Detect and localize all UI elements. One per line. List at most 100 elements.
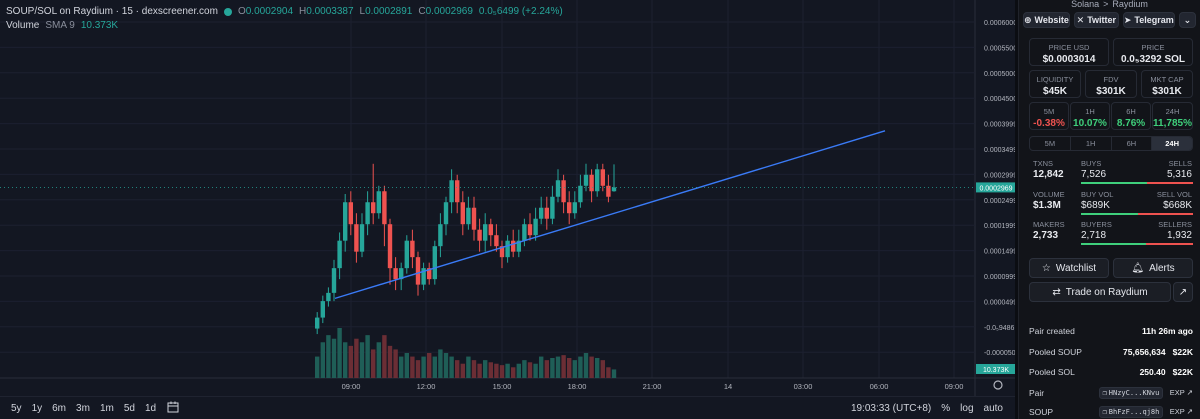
candle-body bbox=[583, 174, 589, 186]
tf-6m[interactable]: 6m bbox=[52, 402, 67, 414]
current-price-tag: 0.0002969 bbox=[979, 185, 1012, 192]
volume-bar bbox=[320, 342, 325, 378]
change-1h-box[interactable]: 1H 10.07% bbox=[1070, 102, 1110, 130]
volume-bar bbox=[522, 360, 527, 378]
volume-bar bbox=[572, 360, 577, 378]
watchlist-button[interactable]: ☆ Watchlist bbox=[1029, 258, 1109, 278]
candle-body bbox=[382, 191, 387, 225]
external-trade-button[interactable]: ↗ bbox=[1173, 282, 1193, 302]
volume-bar bbox=[488, 362, 493, 378]
volume-tag-bg bbox=[976, 364, 1015, 374]
token-address-chip[interactable]: ❐ BhFzF...qj8h bbox=[1098, 406, 1164, 418]
change-1h-value: 10.07% bbox=[1073, 118, 1107, 129]
volume-bar bbox=[449, 356, 454, 378]
chevron-down-icon: ⌄ bbox=[1183, 14, 1192, 25]
candle-body bbox=[611, 187, 617, 192]
volume-bar bbox=[567, 358, 572, 378]
candle-body bbox=[438, 224, 443, 247]
axis-settings-icon[interactable] bbox=[993, 380, 1003, 390]
price-usd-box: PRICE USD $0.0003014 bbox=[1029, 38, 1109, 66]
candle-body bbox=[466, 207, 471, 225]
volume-bar bbox=[399, 356, 404, 378]
tf-1y[interactable]: 1y bbox=[31, 402, 43, 414]
pair-explorer-link[interactable]: EXP ↗ bbox=[1170, 388, 1193, 397]
candle-body bbox=[432, 246, 437, 280]
log-toggle[interactable]: log bbox=[960, 403, 974, 414]
tab-24h[interactable]: 24H bbox=[1152, 137, 1192, 150]
price-tick-label: 0.0000499 bbox=[984, 299, 1015, 306]
volume-bar bbox=[326, 335, 331, 378]
volume-bar bbox=[343, 342, 348, 378]
auto-toggle[interactable]: auto bbox=[983, 403, 1003, 414]
candle-body bbox=[471, 207, 477, 230]
time-tick-label: 14 bbox=[724, 382, 732, 391]
open-value: 0.0002904 bbox=[245, 6, 294, 17]
volume-bar bbox=[348, 345, 353, 378]
dex-link[interactable]: Raydium bbox=[1112, 0, 1148, 9]
volume-bar bbox=[600, 360, 605, 378]
change-24h-box[interactable]: 24H 11,785% bbox=[1152, 102, 1193, 130]
tab-5m[interactable]: 5M bbox=[1030, 137, 1071, 150]
chart-canvas[interactable]: 0.0006000 0.0005500 0.0005000 0.0004500 0.00… bbox=[0, 0, 1015, 396]
candle-body bbox=[387, 224, 393, 269]
pair-address-chip[interactable]: ❐ HNzyC...KNvu bbox=[1098, 387, 1164, 399]
volume-bar bbox=[578, 356, 583, 378]
trade-button[interactable]: ⇄ Trade on Raydium bbox=[1029, 282, 1171, 302]
volume-bar bbox=[337, 328, 342, 378]
price-tick-label: 0.0000999 bbox=[984, 274, 1015, 281]
tf-5d[interactable]: 5d bbox=[123, 402, 135, 414]
volume-stat-value: $1.3M bbox=[1033, 200, 1061, 211]
volume-bar bbox=[427, 353, 432, 378]
copy-icon: ❐ bbox=[1102, 408, 1107, 416]
candle-body bbox=[494, 235, 499, 247]
alerts-button[interactable]: 🔔︎ Alerts bbox=[1113, 258, 1193, 278]
tab-1h[interactable]: 1H bbox=[1071, 137, 1112, 150]
volume-bar bbox=[595, 358, 600, 378]
tf-3m[interactable]: 3m bbox=[76, 402, 90, 414]
buyers-value: 2,718 bbox=[1081, 230, 1107, 241]
tab-6h[interactable]: 6H bbox=[1112, 137, 1153, 150]
price-tick-label: 0.0005500 bbox=[984, 45, 1015, 52]
buy-vol-fill bbox=[1081, 213, 1139, 215]
change-5m-value: -0.38% bbox=[1033, 118, 1065, 129]
volume-bar bbox=[421, 356, 426, 378]
volume-value: 10.373K bbox=[80, 20, 119, 31]
high-value: 0.0003387 bbox=[306, 6, 354, 17]
calendar-icon[interactable] bbox=[161, 401, 185, 416]
pair-exp-label: EXP bbox=[1169, 388, 1185, 397]
candle-body bbox=[443, 202, 449, 225]
candle-body bbox=[354, 224, 359, 252]
telegram-button[interactable]: ➤ Telegram bbox=[1122, 12, 1175, 28]
token-explorer-link[interactable]: EXP ↗ bbox=[1170, 407, 1193, 416]
volume-bar bbox=[455, 360, 460, 378]
volume-stat-label: VOLUME bbox=[1033, 190, 1065, 199]
pooled-soup-usd: $22K bbox=[1172, 347, 1193, 357]
change-5m-box[interactable]: 5M -0.38% bbox=[1029, 102, 1069, 130]
alerts-label: Alerts bbox=[1149, 262, 1175, 274]
candle-body bbox=[499, 246, 505, 258]
volume-bar bbox=[494, 363, 499, 378]
stats-period-tabs: 5M 1H 6H 24H bbox=[1029, 136, 1193, 151]
candle-body bbox=[561, 180, 566, 203]
sell-vol-label: SELL VOL bbox=[1156, 190, 1192, 199]
candle-body bbox=[393, 268, 398, 280]
website-button[interactable]: ⊕ Website bbox=[1023, 12, 1070, 28]
change-6h-value: 8.76% bbox=[1116, 118, 1146, 129]
tf-1m[interactable]: 1m bbox=[99, 402, 114, 414]
volume-bar bbox=[393, 349, 398, 378]
chain-link[interactable]: Solana bbox=[1071, 0, 1100, 9]
more-links-button[interactable]: ⌄ bbox=[1178, 12, 1196, 28]
twitter-button[interactable]: ✕ Twitter bbox=[1073, 12, 1119, 28]
price-chart[interactable]: 0.0006000 0.0005500 0.0005000 0.0004500 0.00… bbox=[0, 0, 1015, 419]
candle-body bbox=[488, 224, 493, 236]
token-address: BhFzF...qj8h bbox=[1108, 408, 1160, 416]
tf-1d[interactable]: 1d bbox=[144, 402, 157, 414]
percent-toggle[interactable]: % bbox=[941, 403, 951, 414]
pooled-soup-row: Pooled SOUP 75,656,634 $22K bbox=[1029, 347, 1193, 357]
pair-address: HNzyC...KNvu bbox=[1108, 389, 1160, 397]
globe-icon: ⊕ bbox=[1024, 14, 1032, 25]
volume-bar bbox=[561, 355, 566, 378]
volume-bar bbox=[477, 363, 482, 378]
change-6h-box[interactable]: 6H 8.76% bbox=[1111, 102, 1151, 130]
tf-5y[interactable]: 5y bbox=[11, 402, 22, 414]
